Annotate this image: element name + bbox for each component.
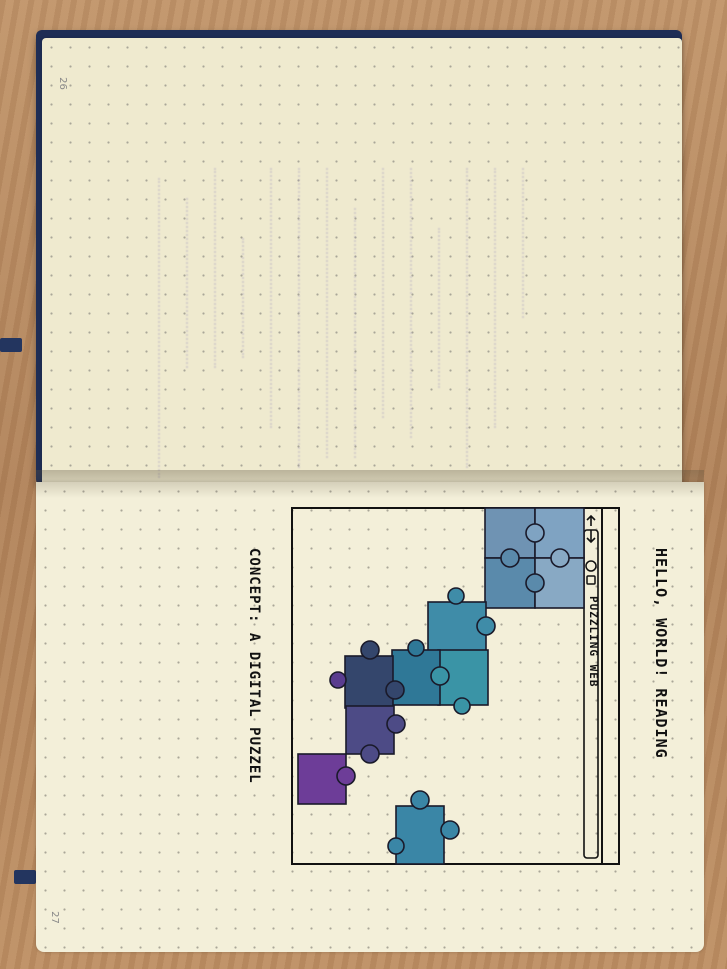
bleed-through-writing bbox=[122, 168, 582, 498]
refresh-icon bbox=[585, 560, 597, 572]
browser-window-outline bbox=[291, 507, 620, 865]
puzzle-knob bbox=[336, 766, 356, 786]
puzzle-knob bbox=[476, 616, 496, 636]
puzzle-knob bbox=[407, 639, 425, 657]
puzzle-knob bbox=[360, 744, 380, 764]
puzzle-knob bbox=[386, 714, 406, 734]
puzzle-piece bbox=[344, 655, 394, 709]
lock-icon bbox=[586, 575, 596, 585]
puzzle-piece bbox=[395, 805, 445, 865]
bookmark-ribbon bbox=[14, 870, 36, 884]
puzzle-knob bbox=[525, 523, 545, 543]
puzzle-knob bbox=[440, 820, 460, 840]
address-bar bbox=[583, 529, 599, 859]
puzzle-knob bbox=[329, 671, 347, 689]
page-heading: HELLO, WORLD! READING bbox=[652, 548, 670, 759]
puzzle-knob bbox=[387, 837, 405, 855]
puzzle-knob bbox=[453, 697, 471, 715]
puzzle-knob bbox=[550, 548, 570, 568]
puzzle-knob bbox=[430, 666, 450, 686]
puzzle-knob bbox=[410, 790, 430, 810]
concept-caption: CONCEPT: A DIGITAL PUZZEL bbox=[246, 548, 262, 784]
puzzle-knob bbox=[525, 573, 545, 593]
left-arrow-icon bbox=[586, 514, 596, 526]
puzzle-knob bbox=[360, 640, 380, 660]
bookmark-ribbon bbox=[0, 338, 22, 352]
right-arrow-icon bbox=[586, 530, 596, 544]
puzzle-knob bbox=[385, 680, 405, 700]
puzzle-knob bbox=[500, 548, 520, 568]
left-page: 26 bbox=[42, 38, 682, 484]
puzzle-cluster bbox=[297, 507, 585, 865]
book-gutter bbox=[36, 470, 704, 498]
address-bar-text: PUZZLING WEB bbox=[587, 596, 600, 688]
puzzle-knob bbox=[447, 587, 465, 605]
